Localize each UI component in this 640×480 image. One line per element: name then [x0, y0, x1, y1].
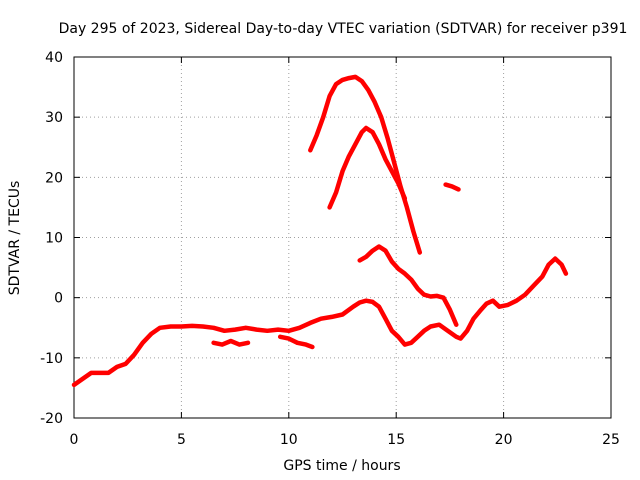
y-tick-label: -20	[40, 411, 63, 427]
y-tick-label: 40	[45, 50, 63, 66]
grid	[74, 57, 611, 418]
x-tick-label: 20	[495, 432, 513, 448]
chart-title: Day 295 of 2023, Sidereal Day-to-day VTE…	[59, 21, 628, 37]
x-axis-label: GPS time / hours	[283, 458, 400, 474]
axis-ticks: 0 5 10 15 20 25 -20 -10 0 10 20 30 40	[40, 50, 620, 448]
series-layer	[71, 74, 569, 388]
series-peak-high	[308, 74, 423, 255]
series-baseline	[71, 256, 569, 388]
series-dip-segment-2	[277, 334, 315, 350]
x-tick-label: 10	[280, 432, 298, 448]
y-tick-label: 20	[45, 170, 63, 186]
x-tick-label: 25	[602, 432, 620, 448]
series-fragment	[443, 182, 461, 192]
series-dip-segment-1	[211, 338, 251, 347]
x-tick-label: 5	[177, 432, 186, 448]
y-tick-label: 0	[54, 291, 63, 307]
series-peak-mid	[327, 125, 408, 210]
y-tick-label: 30	[45, 110, 63, 126]
y-axis-label: SDTVAR / TECUs	[7, 181, 23, 296]
y-tick-label: 10	[45, 231, 63, 247]
x-tick-label: 15	[387, 432, 405, 448]
y-tick-label: -10	[40, 351, 63, 367]
x-tick-label: 0	[70, 432, 79, 448]
series-bump	[357, 244, 459, 327]
